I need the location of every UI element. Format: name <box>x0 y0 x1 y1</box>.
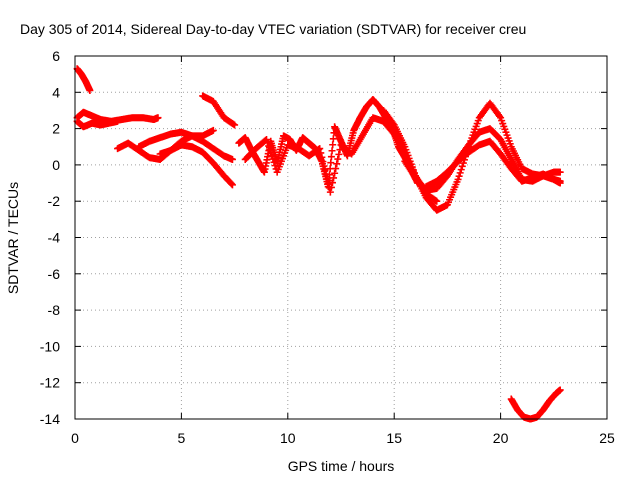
data-point <box>556 179 564 187</box>
data-point <box>228 180 236 188</box>
data-point <box>327 159 335 167</box>
data-point <box>209 126 217 134</box>
data-point <box>114 117 122 125</box>
data-point <box>458 162 466 170</box>
y-tick-label: -8 <box>48 302 61 318</box>
y-tick-label: -2 <box>48 193 61 209</box>
data-point <box>318 153 326 161</box>
data-point <box>459 159 467 167</box>
data-point <box>269 155 277 163</box>
x-tick-label: 5 <box>178 430 186 446</box>
y-tick-label: -6 <box>48 266 61 282</box>
data-point <box>327 153 335 161</box>
data-point <box>327 183 335 191</box>
x-tick-labels: 0 5 10 15 20 25 <box>71 430 615 446</box>
data-point <box>330 174 338 182</box>
data-point <box>455 172 463 180</box>
data-point <box>328 179 336 187</box>
data-point <box>266 145 274 153</box>
data-point <box>317 149 325 157</box>
data-point <box>332 165 340 173</box>
data-point <box>556 168 564 176</box>
data-point <box>228 181 236 189</box>
data-point <box>231 121 239 129</box>
data-point <box>267 149 275 157</box>
data-point <box>433 197 441 205</box>
data-point <box>333 160 341 168</box>
y-axis-label: SDTVAR / TECUs <box>5 182 21 294</box>
x-tick-label: 25 <box>599 430 615 446</box>
data-point <box>319 158 327 166</box>
data-point <box>328 147 336 155</box>
data-point <box>329 141 337 149</box>
data-point <box>331 169 339 177</box>
series-s12 <box>422 137 564 191</box>
series-s11 <box>401 125 564 194</box>
series-s13 <box>507 386 564 423</box>
data-point <box>389 120 397 128</box>
x-tick-label: 15 <box>386 430 402 446</box>
data-point <box>228 155 236 163</box>
data-points <box>73 65 564 423</box>
series-s2 <box>73 108 162 125</box>
data-point <box>456 169 464 177</box>
chart-title: Day 305 of 2014, Sidereal Day-to-day VTE… <box>20 21 526 37</box>
data-point <box>316 145 324 153</box>
x-tick-label: 10 <box>280 430 296 446</box>
y-tick-label: 6 <box>52 48 60 64</box>
series-s5 <box>135 128 236 163</box>
x-axis-label: GPS time / hours <box>288 458 395 474</box>
data-point <box>334 155 342 163</box>
series-s6 <box>156 141 236 189</box>
y-tick-label: -4 <box>48 230 61 246</box>
data-point <box>323 175 331 183</box>
data-point <box>264 139 272 147</box>
data-point <box>86 86 94 94</box>
y-tick-label: -14 <box>40 411 60 427</box>
y-tick-labels: -14 -12 -10 -8 -6 -4 -2 0 2 4 6 <box>40 48 60 427</box>
data-point <box>270 158 278 166</box>
data-point <box>457 166 465 174</box>
data-point <box>154 114 162 122</box>
series-s1 <box>73 65 94 94</box>
y-tick-label: -10 <box>40 338 60 354</box>
y-tick-label: 2 <box>52 121 60 137</box>
series-s7 <box>199 92 239 129</box>
data-point <box>322 171 330 179</box>
data-point <box>556 386 564 394</box>
data-point <box>320 162 328 170</box>
x-tick-label: 20 <box>493 430 509 446</box>
y-tick-label: -12 <box>40 375 60 391</box>
data-point <box>329 135 337 143</box>
series-s3 <box>73 117 122 131</box>
data-point <box>265 142 273 150</box>
data-point <box>263 135 271 143</box>
data-point <box>268 152 276 160</box>
data-point <box>326 188 334 196</box>
y-tick-label: 0 <box>52 157 60 173</box>
y-tick-label: 4 <box>52 84 60 100</box>
data-point <box>335 150 343 158</box>
x-tick-label: 0 <box>71 430 79 446</box>
axis-ticks <box>74 55 608 420</box>
data-point <box>321 166 329 174</box>
data-point <box>496 112 504 120</box>
data-point <box>271 162 279 170</box>
data-point <box>454 175 462 183</box>
